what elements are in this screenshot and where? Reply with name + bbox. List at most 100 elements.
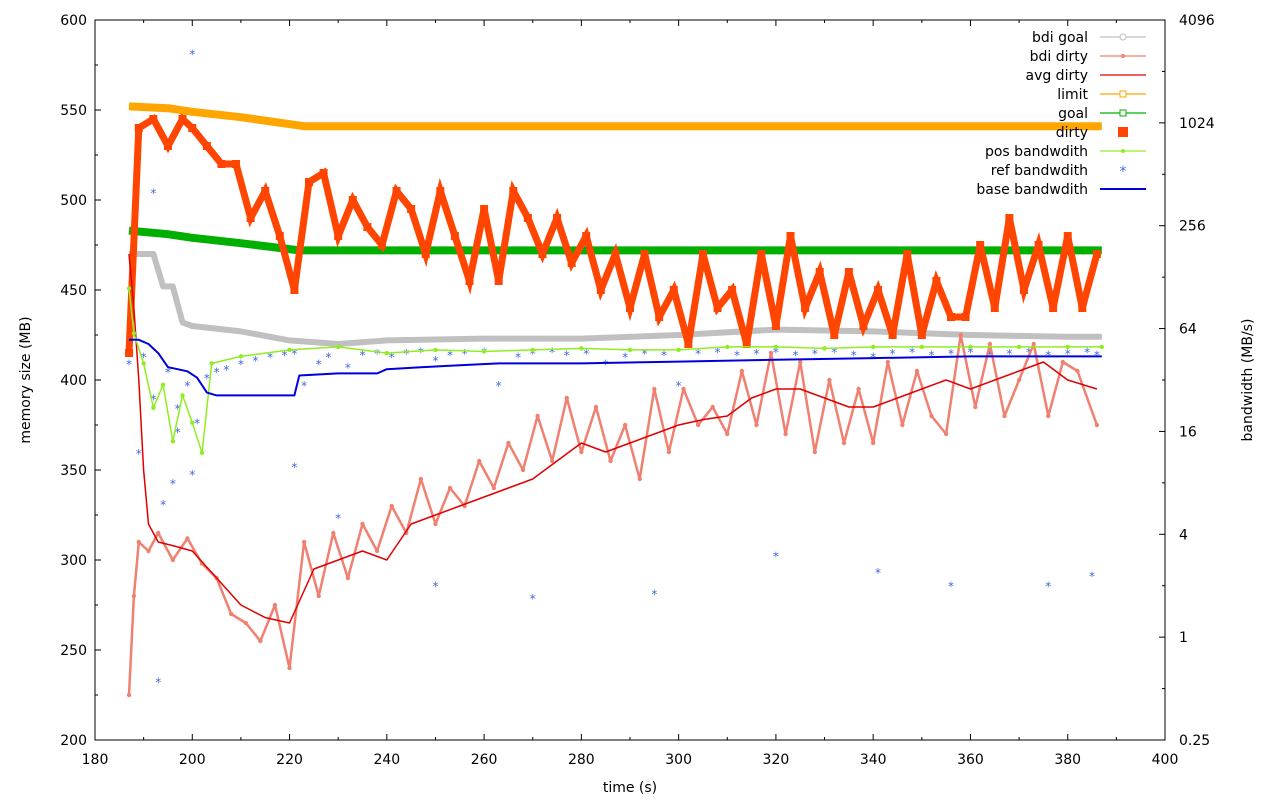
- data-point: *: [773, 345, 779, 359]
- data-point: [987, 341, 993, 347]
- x-tick-label: 400: [1152, 752, 1179, 768]
- data-point: *: [530, 592, 536, 606]
- series-goal: [128, 226, 1102, 255]
- y2-tick-label: 256: [1179, 219, 1206, 235]
- legend-label: avg dirty: [1025, 68, 1088, 84]
- data-point: *: [374, 347, 380, 361]
- data-point: *: [150, 187, 156, 201]
- data-point: [261, 187, 270, 195]
- data-point: *: [126, 357, 132, 371]
- data-point: [1016, 344, 1022, 350]
- data-point: *: [150, 392, 156, 406]
- data-point: [319, 169, 328, 177]
- series-line: [128, 253, 1098, 624]
- data-point: [1075, 368, 1080, 374]
- y-tick-label: 350: [60, 463, 87, 479]
- data-point: [919, 344, 925, 350]
- data-point: [407, 205, 416, 213]
- data-point: [465, 277, 474, 285]
- data-point: *: [189, 48, 195, 62]
- data-point: [976, 241, 985, 249]
- data-point: [725, 344, 730, 350]
- data-point: [725, 431, 730, 437]
- data-point: [125, 349, 134, 357]
- legend-label: dirty: [1056, 125, 1088, 141]
- data-point: [1060, 359, 1066, 365]
- data-point: [374, 548, 380, 554]
- data-point: [815, 268, 824, 276]
- data-point: *: [189, 468, 195, 482]
- legend-marker: [1119, 33, 1127, 41]
- data-point: *: [301, 379, 307, 393]
- legend-label: goal: [1058, 106, 1088, 122]
- data-point: [637, 476, 642, 482]
- y-tick-label: 200: [60, 733, 87, 749]
- data-point: *: [403, 347, 409, 361]
- y2-tick-label: 64: [1179, 322, 1197, 338]
- data-point: *: [651, 588, 657, 602]
- data-point: [567, 259, 576, 267]
- data-point: [640, 250, 649, 258]
- data-point: [530, 347, 535, 353]
- data-point: [622, 422, 628, 428]
- data-point: *: [1026, 345, 1032, 359]
- data-point: [377, 241, 386, 249]
- data-point: [1078, 304, 1087, 312]
- data-point: [156, 530, 161, 536]
- series-dirty: [125, 113, 1101, 357]
- data-point: [1065, 344, 1070, 350]
- data-point: [710, 404, 715, 410]
- data-point: *: [1084, 345, 1090, 359]
- data-point: *: [136, 447, 142, 461]
- data-point: [961, 313, 970, 321]
- data-point: *: [175, 402, 181, 416]
- data-point: *: [1006, 347, 1012, 361]
- data-point: [627, 347, 633, 353]
- series-bdi-dirty: [126, 332, 1100, 698]
- y-tick-label: 250: [60, 643, 87, 659]
- data-point: *: [695, 347, 701, 361]
- data-point: *: [360, 349, 366, 363]
- data-point: *: [792, 349, 798, 363]
- data-point: [126, 286, 132, 291]
- data-point: *: [875, 566, 881, 580]
- data-point: *: [389, 350, 395, 364]
- legend-marker: [1119, 109, 1127, 117]
- x-tick-label: 260: [471, 752, 498, 768]
- data-point: [477, 458, 482, 464]
- data-point: [480, 205, 489, 213]
- legend-swatch: *: [1120, 164, 1127, 180]
- data-point: *: [214, 365, 220, 379]
- y-axis-title: memory size (MB): [18, 316, 34, 443]
- y2-tick-label: 4096: [1179, 13, 1215, 29]
- data-point: [885, 359, 890, 365]
- data-point: [579, 449, 584, 455]
- data-point: [243, 620, 248, 626]
- data-point: [290, 286, 299, 294]
- data-point: [684, 340, 693, 348]
- data-point: [564, 395, 569, 401]
- data-point: [418, 476, 424, 482]
- series-line: [127, 333, 1099, 696]
- data-point: [384, 350, 390, 356]
- data-point: [827, 377, 832, 383]
- data-point: [1063, 232, 1072, 240]
- data-point: *: [462, 347, 468, 361]
- data-point: [1094, 422, 1100, 428]
- data-point: *: [1089, 569, 1095, 583]
- data-point: [1046, 413, 1051, 419]
- data-point: *: [515, 350, 521, 364]
- legend-label: bdi goal: [1032, 30, 1088, 46]
- data-point: *: [316, 357, 322, 371]
- x-tick-label: 340: [860, 752, 887, 768]
- data-point: [199, 450, 205, 455]
- data-point: *: [676, 379, 682, 393]
- data-point: [754, 422, 759, 428]
- data-point: [844, 268, 853, 276]
- data-point: [232, 160, 241, 168]
- data-point: [190, 420, 195, 425]
- data-point: [389, 503, 394, 509]
- legend-label: ref bandwdith: [991, 163, 1088, 179]
- data-point: [681, 386, 686, 392]
- data-point: [535, 413, 540, 419]
